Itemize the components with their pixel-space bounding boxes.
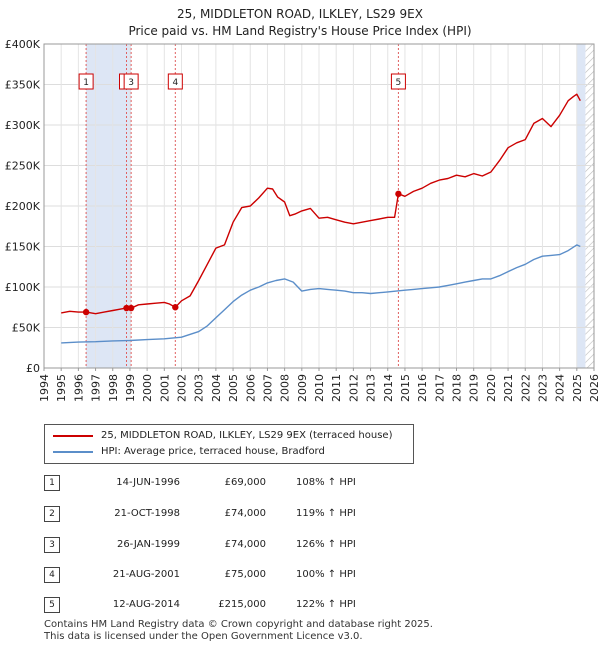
x-tick-label: 1997 bbox=[90, 374, 103, 402]
sale-point bbox=[395, 190, 402, 198]
hpi-line bbox=[61, 244, 581, 344]
x-tick-label: 2018 bbox=[451, 374, 464, 402]
sale-number-badge: 3 bbox=[44, 537, 60, 553]
x-tick-label: 2014 bbox=[382, 374, 395, 402]
sale-point bbox=[123, 304, 130, 312]
x-tick-label: 2022 bbox=[519, 374, 532, 402]
sale-number-label: 5 bbox=[396, 78, 402, 88]
x-tick-label: 2007 bbox=[261, 374, 274, 402]
sale-number-badge: 4 bbox=[44, 567, 60, 583]
property-price-line bbox=[61, 93, 581, 315]
y-tick-label: £50K bbox=[12, 322, 41, 335]
sale-number-box bbox=[123, 73, 139, 90]
chart: 12345£0£50K£100K£150K£200K£250K£300K£350… bbox=[5, 38, 600, 402]
sale-hpi: 108% ↑ HPI bbox=[296, 477, 356, 488]
x-tick-label: 2025 bbox=[571, 374, 584, 402]
x-tick-label: 1995 bbox=[55, 374, 68, 402]
footer: Contains HM Land Registry data © Crown c… bbox=[44, 619, 433, 643]
y-tick-label: £300K bbox=[5, 119, 41, 132]
x-tick-label: 2016 bbox=[416, 374, 429, 402]
sale-number-badge: 5 bbox=[44, 597, 60, 613]
sale-date: 14-JUN-1996 bbox=[116, 477, 180, 488]
sale-number-box bbox=[390, 73, 406, 90]
sale-number-badge: 1 bbox=[44, 475, 60, 491]
y-tick-label: £0 bbox=[26, 362, 40, 375]
y-tick-label: £150K bbox=[5, 241, 41, 254]
x-tick-label: 2011 bbox=[330, 374, 343, 402]
x-tick-label: 1999 bbox=[124, 374, 137, 402]
x-tick-label: 2005 bbox=[227, 374, 240, 402]
x-tick-label: 2020 bbox=[485, 374, 498, 402]
x-tick-label: 2024 bbox=[554, 374, 567, 402]
sale-price: £75,000 bbox=[224, 569, 266, 580]
x-tick-label: 1994 bbox=[38, 374, 51, 402]
sale-date: 21-AUG-2001 bbox=[112, 569, 180, 580]
sale-number-box bbox=[78, 73, 94, 90]
x-tick-label: 2010 bbox=[313, 374, 326, 402]
x-tick-label: 2001 bbox=[158, 374, 171, 402]
y-tick-label: £100K bbox=[5, 281, 41, 294]
x-tick-label: 1998 bbox=[107, 374, 120, 402]
x-tick-label: 2003 bbox=[193, 374, 206, 402]
sale-number-label: 1 bbox=[83, 78, 89, 88]
x-tick-label: 1996 bbox=[72, 374, 85, 402]
sale-point bbox=[127, 304, 135, 312]
legend-swatch-hpi bbox=[53, 451, 93, 453]
chart-title-block: 25, MIDDLETON ROAD, ILKLEY, LS29 9EX Pri… bbox=[0, 6, 600, 40]
sale-hpi: 126% ↑ HPI bbox=[296, 539, 356, 550]
sale-number-label: 3 bbox=[128, 78, 134, 88]
y-tick-label: £200K bbox=[5, 200, 41, 213]
sale-number-box bbox=[167, 73, 183, 90]
x-tick-label: 2006 bbox=[244, 374, 257, 402]
legend-label-property: 25, MIDDLETON ROAD, ILKLEY, LS29 9EX (te… bbox=[101, 430, 393, 441]
chart-title: 25, MIDDLETON ROAD, ILKLEY, LS29 9EX bbox=[177, 7, 423, 21]
sale-hpi: 100% ↑ HPI bbox=[296, 569, 356, 580]
legend-label-hpi: HPI: Average price, terraced house, Brad… bbox=[101, 446, 325, 457]
sale-date: 12-AUG-2014 bbox=[112, 599, 180, 610]
sale-number-label: 4 bbox=[172, 78, 178, 88]
table-row: 2 21-OCT-1998 £74,000 119% ↑ HPI bbox=[0, 506, 600, 524]
sale-price: £74,000 bbox=[224, 539, 266, 550]
chart-subtitle: Price paid vs. HM Land Registry's House … bbox=[128, 24, 472, 38]
sale-hpi: 122% ↑ HPI bbox=[296, 599, 356, 610]
x-tick-label: 2002 bbox=[176, 374, 189, 402]
sale-number-badge: 2 bbox=[44, 506, 60, 522]
sale-point bbox=[172, 304, 179, 311]
x-tick-label: 2008 bbox=[279, 374, 292, 402]
x-tick-label: 2021 bbox=[502, 374, 515, 402]
x-tick-label: 2004 bbox=[210, 374, 223, 402]
legend-swatch-property bbox=[53, 435, 93, 437]
table-row: 1 14-JUN-1996 £69,000 108% ↑ HPI bbox=[0, 475, 600, 493]
sale-date: 26-JAN-1999 bbox=[116, 539, 180, 550]
x-tick-label: 2026 bbox=[588, 374, 600, 402]
sale-point bbox=[82, 308, 90, 316]
x-tick-label: 2009 bbox=[296, 374, 309, 402]
table-row: 3 26-JAN-1999 £74,000 126% ↑ HPI bbox=[0, 537, 600, 555]
x-tick-label: 2015 bbox=[399, 374, 412, 402]
x-tick-label: 2019 bbox=[468, 374, 481, 402]
table-row: 4 21-AUG-2001 £75,000 100% ↑ HPI bbox=[0, 567, 600, 585]
sale-price: £69,000 bbox=[224, 477, 266, 488]
sale-price: £74,000 bbox=[224, 508, 266, 519]
legend: 25, MIDDLETON ROAD, ILKLEY, LS29 9EX (te… bbox=[44, 424, 414, 464]
sale-price: £215,000 bbox=[218, 599, 266, 610]
x-tick-label: 2013 bbox=[365, 374, 378, 402]
y-tick-label: £350K bbox=[5, 79, 41, 92]
footer-copyright: Contains HM Land Registry data © Crown c… bbox=[44, 619, 433, 630]
footer-license: This data is licensed under the Open Gov… bbox=[44, 631, 363, 642]
x-tick-label: 2012 bbox=[347, 374, 360, 402]
y-tick-label: £250K bbox=[5, 160, 41, 173]
y-tick-label: £400K bbox=[5, 38, 41, 51]
sale-hpi: 119% ↑ HPI bbox=[296, 508, 356, 519]
x-tick-label: 2017 bbox=[433, 374, 446, 402]
sale-date: 21-OCT-1998 bbox=[114, 508, 180, 519]
x-tick-label: 2000 bbox=[141, 374, 154, 402]
table-row: 5 12-AUG-2014 £215,000 122% ↑ HPI bbox=[0, 597, 600, 615]
x-tick-label: 2023 bbox=[536, 374, 549, 402]
